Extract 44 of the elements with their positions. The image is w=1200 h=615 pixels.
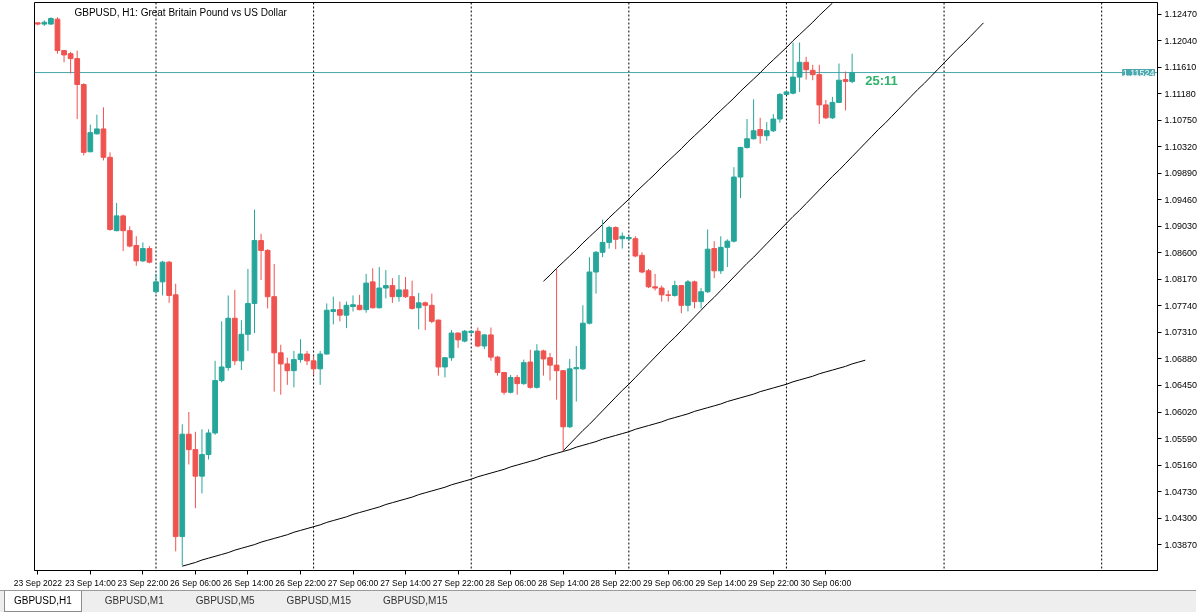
y-tick-label: 1.06880 [1164, 353, 1198, 364]
y-tick-label: 1.09030 [1164, 221, 1198, 232]
y-tick-label: 1.04730 [1164, 486, 1198, 497]
y-tick-label: 1.06020 [1164, 407, 1198, 417]
y-tick-label: 1.11180 [1164, 88, 1196, 99]
y-tick-label: 1.07740 [1164, 300, 1198, 311]
x-tick-label: 30 Sep 06:00 [800, 577, 852, 588]
y-tick-label: 1.05590 [1164, 433, 1198, 444]
y-tick-label: 1.06450 [1164, 380, 1198, 391]
y-tick-label: 1.08600 [1164, 247, 1198, 258]
x-tick-label: 23 Sep 2022 [13, 577, 63, 588]
y-tick-label: 1.11610 [1164, 62, 1197, 73]
y-tick-label: 1.12040 [1164, 35, 1198, 46]
x-tick-label: 27 Sep 06:00 [327, 577, 379, 588]
x-tick-label: 26 Sep 22:00 [275, 577, 327, 588]
x-tick-label: 28 Sep 22:00 [590, 577, 642, 588]
x-tick-label: 29 Sep 06:00 [642, 577, 694, 588]
x-tick-label: 23 Sep 14:00 [65, 577, 116, 588]
y-tick-label: 1.09890 [1164, 168, 1198, 179]
text: GBPUSD,M15 [277, 591, 361, 612]
y-tick-label: 1.09460 [1164, 194, 1198, 205]
x-tick-label: 26 Sep 06:00 [170, 577, 221, 588]
y-tick-label: 1.08170 [1164, 274, 1198, 285]
chart-title: GBPUSD, H1: Great Britain Pound vs US Dollar [74, 6, 288, 18]
y-tick-label: 1.10750 [1164, 115, 1198, 126]
x-tick-label: 29 Sep 22:00 [748, 577, 799, 588]
annotation: 25:11 [865, 73, 898, 89]
y-tick-label: 1.10320 [1164, 141, 1198, 152]
x-tick-label: 27 Sep 14:00 [380, 577, 432, 588]
x-tick-label: 29 Sep 14:00 [695, 577, 747, 588]
x-tick-label: 28 Sep 14:00 [537, 577, 589, 588]
text: GBPUSD,M5 [186, 591, 264, 612]
ref-line-label: 1.11524 [1122, 67, 1155, 78]
y-tick-label: 1.05160 [1164, 460, 1198, 471]
x-tick-label: 28 Sep 06:00 [485, 577, 537, 588]
x-tick-label: 23 Sep 22:00 [117, 577, 169, 588]
y-tick-label: 1.04300 [1164, 513, 1198, 524]
y-tick-label: 1.03870 [1164, 539, 1198, 550]
text: GBPUSD,M15 [374, 591, 457, 612]
y-tick-label: 1.07310 [1164, 327, 1198, 338]
y-tick-label: 1.12470 [1164, 9, 1198, 20]
x-tick-label: 27 Sep 22:00 [432, 577, 484, 588]
x-tick-label: 26 Sep 14:00 [222, 577, 274, 588]
text: GBPUSD,M1 [95, 591, 173, 612]
